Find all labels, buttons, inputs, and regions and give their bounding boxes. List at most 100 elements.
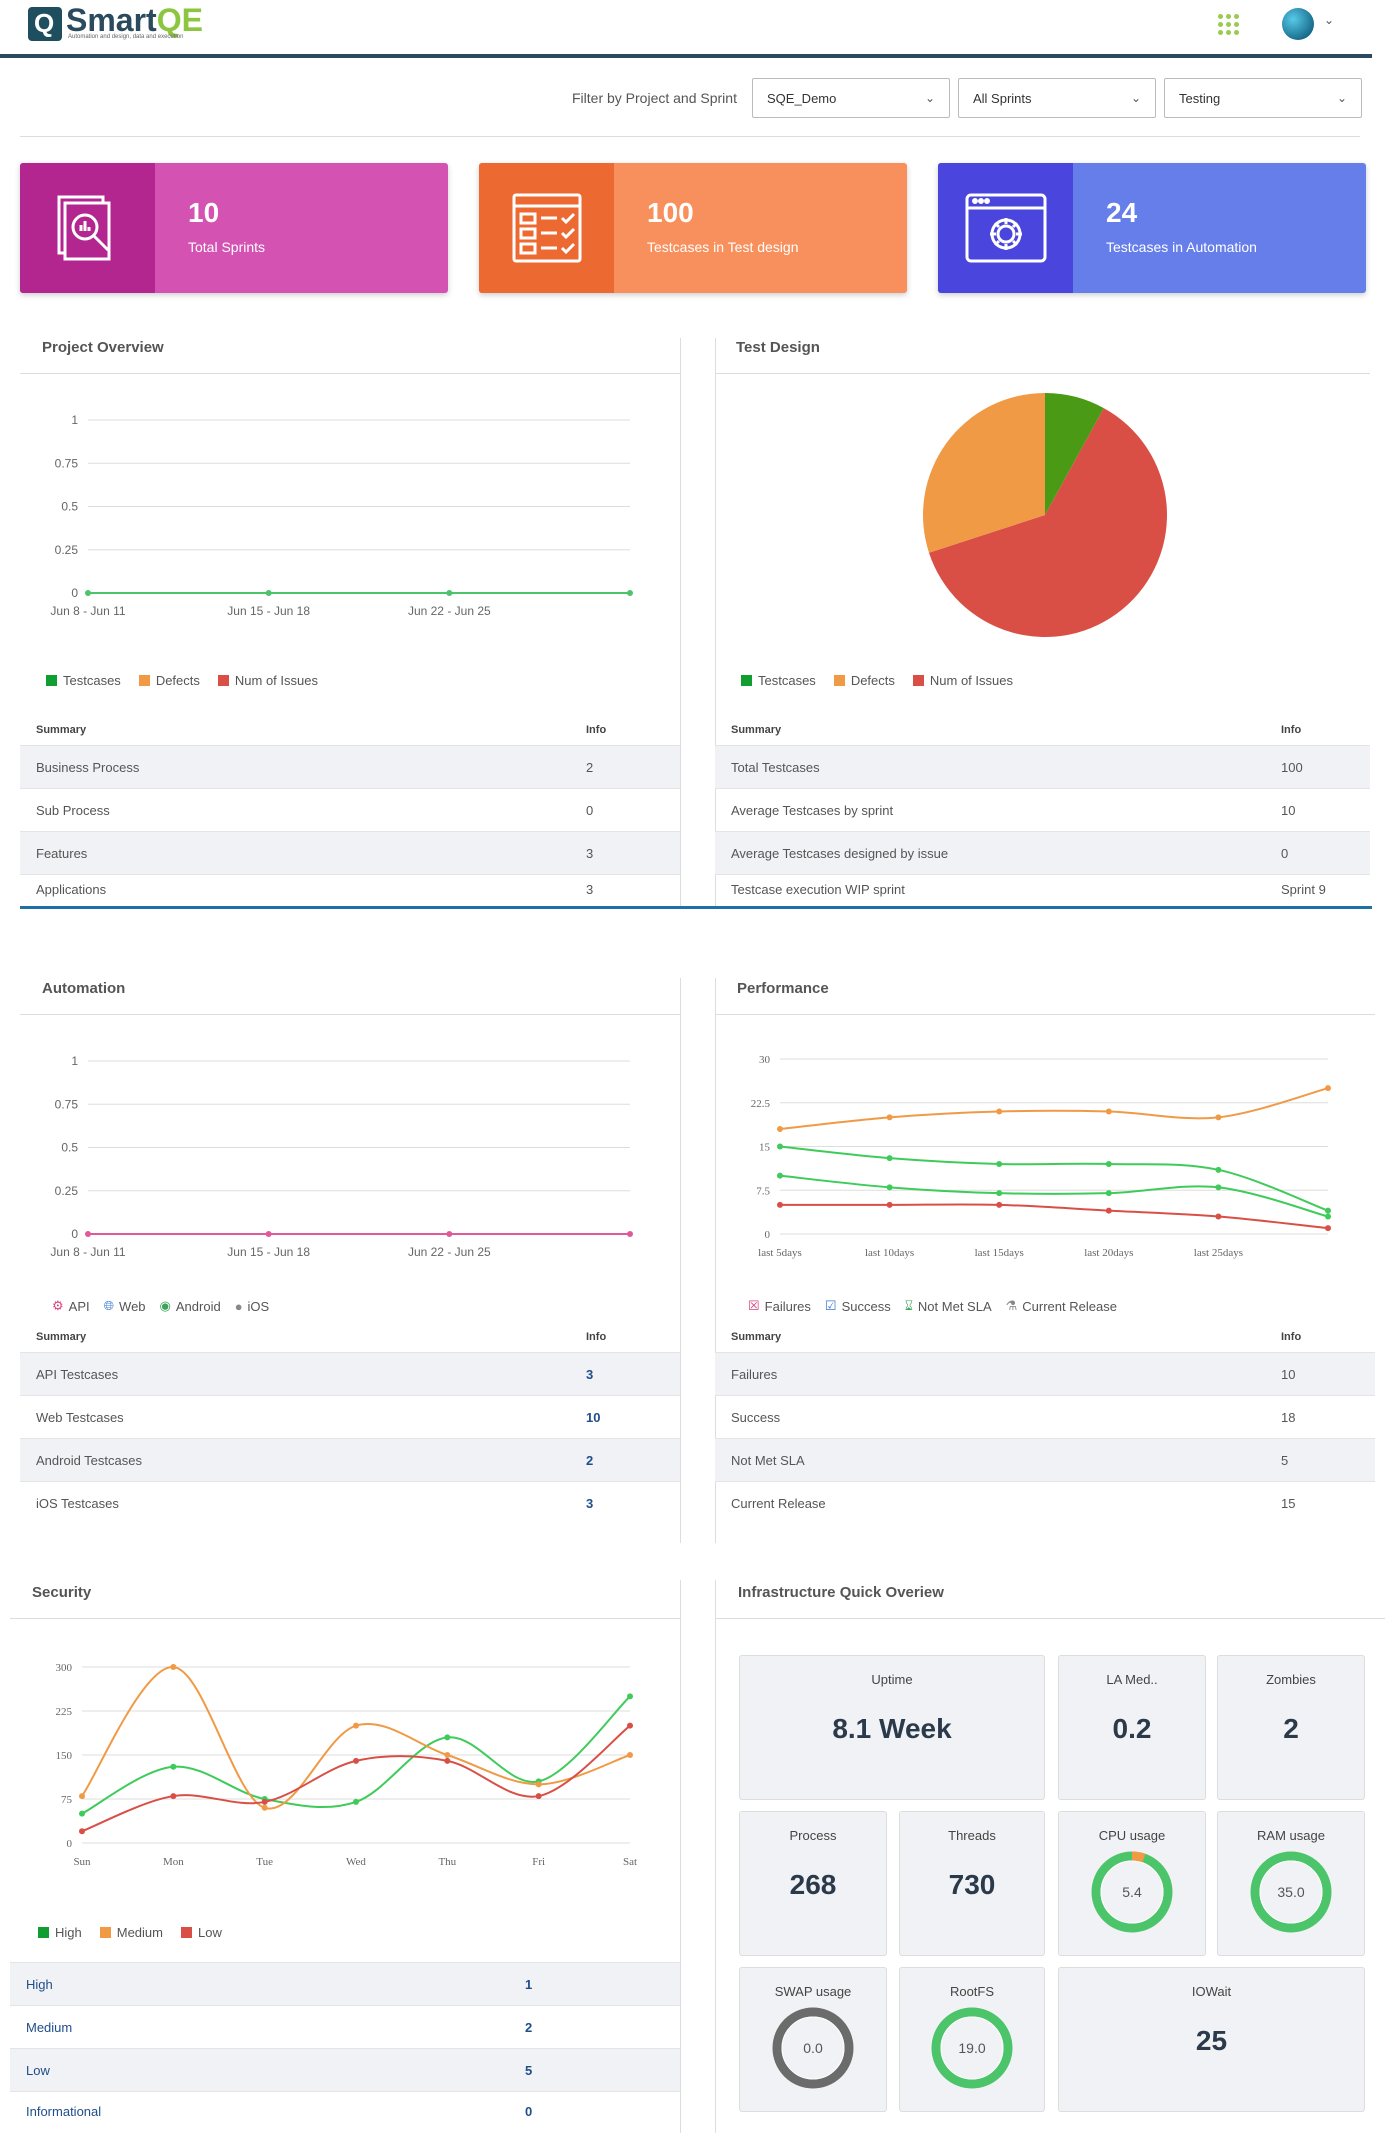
row-value[interactable]: 1	[525, 1976, 533, 1992]
tile-label: SWAP usage	[774, 1984, 852, 1999]
performance-chart: 30 22.5 15 7.5 0 last 5days last 10days last 15…	[751, 1054, 1331, 1259]
legend-item[interactable]: ● iOS	[235, 1299, 270, 1314]
legend-item[interactable]: ☑ Success	[825, 1298, 891, 1314]
legend-item[interactable]: 🌐︎ Web	[104, 1298, 146, 1314]
data-point	[1215, 1114, 1222, 1121]
project-overview-title: Project Overview	[42, 339, 164, 356]
kpi-value: 100	[647, 197, 694, 228]
series-line	[780, 1203, 1329, 1230]
data-point	[170, 1763, 177, 1770]
divider	[680, 978, 681, 1543]
row-value: 2	[586, 759, 594, 775]
row-key: Not Met SLA	[731, 1452, 805, 1468]
legend-label: Defects	[850, 673, 895, 688]
automation-table: Summary Info API Testcases 3 Web Testcases…	[20, 1322, 680, 1524]
legend-item[interactable]: High	[38, 1925, 82, 1940]
rootfs-gauge: 19.0	[931, 2007, 1013, 2089]
row-key: API Testcases	[36, 1366, 119, 1382]
gauge-inner-ring	[781, 2016, 845, 2080]
chevron-down-icon: ⌄	[1336, 91, 1347, 105]
tile-uptime[interactable]: Uptime 8.1 Week	[739, 1655, 1045, 1800]
row-key: Medium	[26, 2019, 73, 2035]
data-point	[170, 1664, 177, 1670]
data-point	[79, 1828, 85, 1835]
row-value[interactable]: 2	[525, 2019, 533, 2035]
gauge-fill	[1091, 1851, 1173, 1933]
divider	[20, 1014, 680, 1015]
avatar[interactable]	[1282, 8, 1314, 40]
row-value[interactable]: 3	[586, 1495, 594, 1511]
y-tick-label: 22.5	[751, 1098, 771, 1110]
legend-item[interactable]: ☒ Failures	[748, 1298, 811, 1314]
security-title: Security	[32, 1584, 92, 1601]
row-value: Sprint 9	[1281, 882, 1326, 897]
y-tick-label: 0	[765, 1229, 771, 1241]
tile-process[interactable]: Process 268	[739, 1811, 887, 1956]
tile-threads[interactable]: Threads 730	[899, 1811, 1045, 1956]
table-row: iOS Testcases 3	[20, 1481, 680, 1524]
row-value[interactable]: 10	[586, 1409, 601, 1425]
legend-item[interactable]: Medium	[99, 1925, 163, 1940]
legend-item[interactable]: Testcases	[741, 673, 816, 688]
y-tick-label: 300	[56, 1662, 73, 1674]
gauge-track	[772, 2007, 854, 2089]
y-tick-label: 225	[56, 1706, 73, 1718]
tile-value: 0.2	[1112, 1713, 1152, 1744]
row-key: Business Process	[36, 759, 140, 775]
legend-item[interactable]: ⚗ Current Release	[1006, 1298, 1117, 1314]
sprint-select[interactable]: All Sprints ⌄	[958, 78, 1156, 118]
x-tick-label: Jun 22 - Jun 25	[408, 1245, 491, 1259]
legend-item[interactable]: Defects	[138, 673, 200, 688]
x-tick-label: Jun 15 - Jun 18	[227, 1245, 310, 1259]
legend-label: Failures	[764, 1298, 811, 1314]
y-tick-label: 0.5	[61, 1141, 78, 1155]
legend-item[interactable]: ⌛︎ Not Met SLA	[905, 1298, 992, 1314]
legend-item[interactable]: Defects	[833, 673, 895, 688]
row-value[interactable]: 3	[586, 1366, 594, 1382]
row-value: 15	[1281, 1495, 1296, 1511]
test-design-legend: Testcases Defects Num of Issues	[741, 673, 1013, 688]
tile-ram-usage[interactable]: RAM usage 35.0	[1217, 1811, 1365, 1956]
row-key: Android Testcases	[36, 1452, 142, 1468]
tile-label: LA Med..	[1106, 1672, 1158, 1687]
legend-item[interactable]: Testcases	[46, 673, 121, 688]
chevron-down-icon: ⌄	[1130, 91, 1141, 105]
y-tick-label: 0	[71, 1227, 78, 1241]
tile-zombies[interactable]: Zombies 2	[1217, 1655, 1365, 1800]
project-select[interactable]: SQE_Demo ⌄	[752, 78, 950, 118]
row-key: iOS Testcases	[36, 1495, 119, 1511]
top-bar	[0, 0, 1372, 58]
kpi-card-automation[interactable]: 24 Testcases in Automation	[938, 163, 1366, 293]
row-key: Average Testcases designed by issue	[731, 845, 949, 861]
tile-label: RootFS	[949, 1984, 995, 1999]
x-tick-label: Tue	[256, 1856, 273, 1868]
gauge-inner-ring	[1100, 1860, 1164, 1924]
table-row: Total Testcases 100	[715, 745, 1370, 788]
row-value[interactable]: 5	[525, 2062, 533, 2078]
legend-item[interactable]: ⚙ API	[52, 1298, 90, 1314]
apps-grid-icon[interactable]	[1218, 14, 1240, 36]
data-point	[996, 1108, 1003, 1115]
row-value[interactable]: 2	[586, 1452, 594, 1468]
legend-item[interactable]: ◉ Android	[160, 1298, 221, 1314]
tile-iowait[interactable]: IOWait 25	[1058, 1967, 1365, 2112]
legend-item[interactable]: Low	[181, 1925, 222, 1940]
tile-rootfs[interactable]: RootFS 19.0	[899, 1967, 1045, 2112]
stage-select[interactable]: Testing ⌄	[1164, 78, 1362, 118]
legend-item[interactable]: Num of Issues	[912, 673, 1013, 688]
kpi-card-test-design[interactable]: 100 Testcases in Test design	[479, 163, 907, 293]
logo-icon[interactable]	[28, 7, 62, 41]
logo[interactable]: SmartQE	[66, 2, 203, 39]
tile-load-average[interactable]: LA Med.. 0.2	[1058, 1655, 1206, 1800]
data-point	[261, 1798, 268, 1805]
gauge-value: 5.4	[1122, 1884, 1142, 1900]
data-point	[777, 1143, 783, 1150]
row-key: Sub Process	[36, 802, 110, 818]
tile-cpu-usage[interactable]: CPU usage 5.4	[1058, 1811, 1206, 1956]
kpi-card-sprints[interactable]: 10 Total Sprints	[20, 163, 448, 293]
legend-item[interactable]: Num of Issues	[217, 673, 318, 688]
row-value[interactable]: 0	[525, 2104, 533, 2119]
y-tick-label: 0.75	[55, 456, 79, 470]
tile-swap-usage[interactable]: SWAP usage 0.0	[739, 1967, 887, 2112]
chevron-down-icon[interactable]: ⌄	[1324, 13, 1335, 27]
